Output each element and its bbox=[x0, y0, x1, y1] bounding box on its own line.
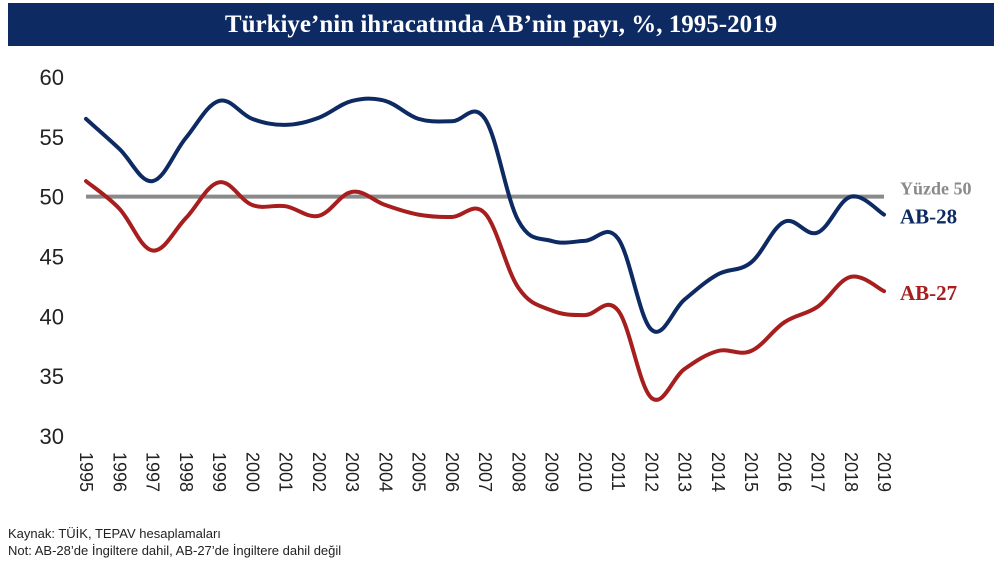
x-tick-label: 2002 bbox=[309, 452, 329, 492]
x-tick-label: 2019 bbox=[874, 452, 894, 492]
x-tick-label: 2009 bbox=[542, 452, 562, 492]
y-tick-label: 40 bbox=[40, 304, 64, 329]
reference-line-group: Yüzde 50 bbox=[86, 179, 972, 199]
x-tick-label: 2013 bbox=[675, 452, 695, 492]
footnote: Not: AB-28’de İngiltere dahil, AB-27’de … bbox=[8, 543, 342, 558]
x-tick-label: 2005 bbox=[409, 452, 429, 492]
y-tick-label: 30 bbox=[40, 424, 64, 449]
x-tick-label: 2007 bbox=[475, 452, 495, 492]
source-note: Kaynak: TÜİK, TEPAV hesaplamaları bbox=[8, 526, 221, 541]
y-tick-label: 45 bbox=[40, 245, 64, 270]
x-axis: 1995 1996 1997 1998 1999 2000 2001 2002 2003 2004… bbox=[76, 452, 894, 492]
series-label-ab-27: AB-27 bbox=[900, 281, 957, 305]
y-tick-label: 55 bbox=[40, 125, 64, 150]
x-tick-label: 2016 bbox=[774, 452, 794, 492]
x-tick-label: 2008 bbox=[508, 452, 528, 492]
reference-label: Yüzde 50 bbox=[900, 179, 972, 199]
x-tick-label: 2017 bbox=[808, 452, 828, 492]
x-tick-label: 1996 bbox=[109, 452, 129, 492]
x-tick-label: 1998 bbox=[176, 452, 196, 492]
series-line-ab-27 bbox=[84, 179, 886, 402]
x-tick-label: 2006 bbox=[442, 452, 462, 492]
x-tick-label: 2014 bbox=[708, 452, 728, 492]
series-line-ab-28 bbox=[84, 96, 886, 334]
x-tick-label: 1997 bbox=[143, 452, 163, 492]
y-tick-label: 50 bbox=[40, 185, 64, 210]
x-tick-label: 1999 bbox=[209, 452, 229, 492]
x-tick-label: 1995 bbox=[76, 452, 96, 492]
x-tick-label: 2003 bbox=[342, 452, 362, 492]
chart-title: Türkiye’nin ihracatında AB’nin payı, %, … bbox=[8, 3, 994, 46]
y-axis: 30 35 40 45 50 55 60 bbox=[40, 65, 64, 449]
x-tick-label: 2010 bbox=[575, 452, 595, 492]
series-label-ab-28: AB-28 bbox=[900, 205, 957, 229]
x-tick-label: 2018 bbox=[841, 452, 861, 492]
x-tick-label: 2015 bbox=[741, 452, 761, 492]
x-tick-label: 2004 bbox=[375, 452, 395, 492]
x-tick-label: 2001 bbox=[276, 452, 296, 492]
y-tick-label: 35 bbox=[40, 364, 64, 389]
x-tick-label: 2000 bbox=[242, 452, 262, 492]
series-group: AB-28 AB-27 bbox=[84, 96, 957, 402]
x-tick-label: 2012 bbox=[641, 452, 661, 492]
x-tick-label: 2011 bbox=[608, 452, 628, 491]
y-tick-label: 60 bbox=[40, 65, 64, 90]
